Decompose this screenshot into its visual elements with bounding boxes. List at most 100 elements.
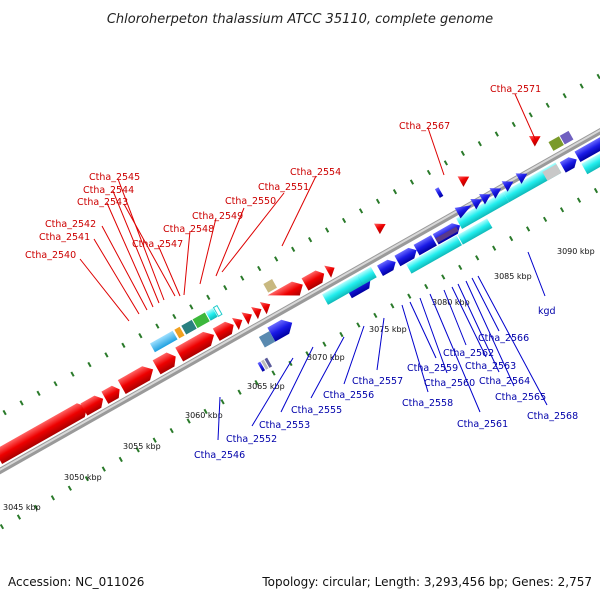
tick-mark: [579, 83, 584, 89]
gene-label-forward[interactable]: Ctha_2541: [39, 232, 90, 243]
gene-label-reverse[interactable]: Ctha_2565: [495, 392, 546, 403]
gene-reverse[interactable]: [470, 194, 485, 210]
gene-reverse[interactable]: [501, 176, 517, 192]
gene-label-reverse[interactable]: Ctha_2546: [194, 450, 245, 461]
gene-forward[interactable]: [434, 187, 444, 198]
gene-reverse[interactable]: [261, 359, 269, 370]
gene-label-reverse[interactable]: Ctha_2566: [478, 333, 529, 344]
gene-forward[interactable]: [192, 312, 210, 329]
gene-label-forward[interactable]: Ctha_2543: [77, 197, 128, 208]
gene-label-reverse[interactable]: Ctha_2552: [226, 434, 277, 445]
gene-forward[interactable]: [528, 131, 544, 147]
gene-reverse[interactable]: [257, 361, 266, 372]
gene-reverse[interactable]: [574, 133, 600, 163]
tick-mark: [254, 379, 259, 386]
gene-forward[interactable]: [152, 350, 180, 375]
gene-reverse-rna[interactable]: [581, 144, 600, 175]
gene-reverse[interactable]: [413, 235, 437, 256]
tick-mark: [135, 447, 140, 453]
gene-forward[interactable]: [263, 279, 277, 293]
gene-label-forward[interactable]: Ctha_2571: [490, 84, 541, 95]
tick-mark: [274, 256, 279, 262]
gene-label-reverse[interactable]: Ctha_2556: [323, 390, 374, 401]
gene-reverse[interactable]: [435, 226, 459, 243]
gene-label-forward[interactable]: Ctha_2554: [290, 167, 341, 178]
gene-label-forward[interactable]: Ctha_2542: [45, 219, 96, 230]
gene-reverse[interactable]: [515, 168, 531, 184]
backbone: [0, 81, 600, 530]
gene-forward[interactable]: [101, 383, 123, 404]
tick-label: 3065 kbp: [247, 382, 285, 391]
tick-mark: [189, 304, 194, 310]
gene-label-forward[interactable]: Ctha_2540: [25, 250, 76, 261]
gene-forward[interactable]: [80, 393, 107, 416]
gene-forward[interactable]: [212, 304, 223, 317]
gene-forward[interactable]: [175, 328, 218, 362]
gene-label-reverse[interactable]: kgd: [538, 306, 556, 317]
tick-label: 3045 kbp: [3, 503, 41, 512]
tick-mark: [375, 198, 381, 204]
gene-label-reverse[interactable]: Ctha_2558: [402, 398, 453, 409]
gene-label-forward[interactable]: Ctha_2544: [83, 185, 134, 196]
gene-reverse-rna[interactable]: [322, 274, 363, 305]
gene-forward[interactable]: [374, 219, 389, 235]
tick-mark: [596, 73, 600, 80]
gene-forward[interactable]: [0, 400, 91, 464]
topology-text: Topology: circular; Length: 3,293,456 bp…: [261, 575, 592, 589]
gene-forward[interactable]: [251, 303, 265, 320]
gene-label-forward[interactable]: Ctha_2551: [258, 182, 309, 193]
gene-reverse[interactable]: [264, 357, 273, 368]
tick-mark: [407, 293, 412, 299]
gene-label-forward[interactable]: Ctha_2549: [192, 211, 243, 222]
gene-forward[interactable]: [548, 136, 564, 151]
tick-row-bottom: [0, 187, 599, 530]
gene-reverse[interactable]: [454, 200, 475, 219]
gene-reverse-rna[interactable]: [356, 266, 377, 286]
gene-forward[interactable]: [267, 278, 307, 310]
gene-label-reverse[interactable]: Ctha_2553: [259, 420, 310, 431]
gene-reverse-rna[interactable]: [457, 218, 493, 245]
gene-reverse[interactable]: [479, 189, 494, 205]
gene-forward-rna[interactable]: [205, 308, 218, 321]
gene-label-reverse[interactable]: Ctha_2564: [479, 376, 530, 387]
gene-forward[interactable]: [301, 268, 328, 291]
gene-label-forward[interactable]: Ctha_2567: [399, 121, 450, 132]
gene-label-forward[interactable]: Ctha_2545: [89, 172, 140, 183]
gene-forward[interactable]: [324, 262, 338, 278]
gene-reverse[interactable]: [258, 331, 276, 348]
gene-reverse[interactable]: [394, 245, 419, 267]
gene-forward[interactable]: [241, 308, 256, 325]
gene-forward-rna[interactable]: [149, 330, 178, 353]
gene-forward[interactable]: [181, 319, 197, 335]
gene-reverse[interactable]: [559, 154, 580, 173]
gene-reverse[interactable]: [377, 257, 399, 277]
tick-mark: [593, 187, 599, 194]
gene-label-reverse[interactable]: Ctha_2562: [443, 348, 494, 359]
gene-label-forward[interactable]: Ctha_2547: [132, 239, 183, 250]
gene-reverse-rna[interactable]: [406, 235, 462, 274]
forward-callouts: [79, 93, 537, 322]
gene-forward[interactable]: [259, 298, 274, 315]
gene-label-reverse[interactable]: Ctha_2561: [457, 419, 508, 430]
gene-label-reverse[interactable]: Ctha_2557: [352, 376, 403, 387]
gene-forward[interactable]: [457, 171, 473, 187]
gene-reverse-rna[interactable]: [456, 191, 510, 229]
gene-reverse[interactable]: [489, 183, 505, 199]
gene-reverse[interactable]: [542, 164, 562, 181]
gene-reverse[interactable]: [267, 316, 296, 342]
gene-label-forward[interactable]: Ctha_2548: [163, 224, 214, 235]
gene-forward[interactable]: [212, 319, 237, 341]
gene-label-reverse[interactable]: Ctha_2555: [291, 405, 342, 416]
gene-label-reverse[interactable]: Ctha_2560: [424, 378, 475, 389]
gene-label-reverse[interactable]: Ctha_2559: [407, 363, 458, 374]
gene-forward[interactable]: [231, 314, 246, 331]
gene-forward[interactable]: [174, 326, 185, 339]
tick-label: 3085 kbp: [494, 272, 532, 281]
gene-label-forward[interactable]: Ctha_2550: [225, 196, 276, 207]
gene-forward[interactable]: [559, 130, 574, 145]
gene-label-reverse[interactable]: Ctha_2568: [527, 411, 578, 422]
gene-forward[interactable]: [117, 362, 157, 395]
genome-band: [0, 73, 600, 530]
gene-label-reverse[interactable]: Ctha_2563: [465, 361, 516, 372]
